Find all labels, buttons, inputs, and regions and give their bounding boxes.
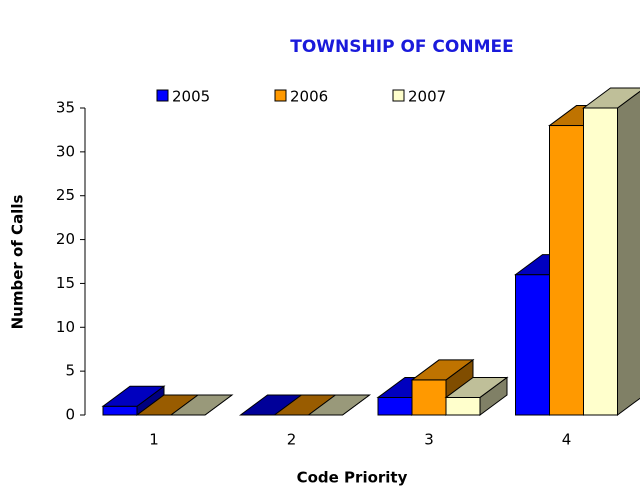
y-tick-label: 35 bbox=[56, 99, 75, 117]
bar bbox=[378, 397, 412, 415]
x-axis-title: Code Priority bbox=[297, 469, 408, 487]
bar bbox=[516, 275, 550, 415]
bar bbox=[103, 406, 137, 415]
bar-side bbox=[618, 88, 640, 415]
x-tick-label: 3 bbox=[424, 431, 434, 449]
y-tick-label: 15 bbox=[56, 274, 75, 292]
y-tick-label: 20 bbox=[56, 230, 75, 248]
legend-label: 2005 bbox=[172, 88, 210, 106]
legend-swatch bbox=[157, 90, 168, 101]
bar bbox=[550, 126, 584, 415]
y-axis-title: Number of Calls bbox=[9, 195, 27, 330]
x-tick-label: 2 bbox=[287, 431, 297, 449]
bar bbox=[584, 108, 618, 415]
bar bbox=[412, 380, 446, 415]
legend-swatch bbox=[275, 90, 286, 101]
chart-title: TOWNSHIP OF CONMEE bbox=[290, 37, 513, 57]
y-tick-label: 30 bbox=[56, 142, 75, 160]
y-tick-label: 25 bbox=[56, 186, 75, 204]
legend-label: 2007 bbox=[408, 88, 446, 106]
y-tick-label: 10 bbox=[56, 318, 75, 336]
legend-label: 2006 bbox=[290, 88, 328, 106]
x-tick-label: 4 bbox=[562, 431, 572, 449]
legend-swatch bbox=[393, 90, 404, 101]
y-tick-label: 0 bbox=[65, 406, 75, 424]
y-tick-label: 5 bbox=[65, 362, 75, 380]
bar bbox=[446, 397, 480, 415]
x-tick-label: 1 bbox=[149, 431, 159, 449]
